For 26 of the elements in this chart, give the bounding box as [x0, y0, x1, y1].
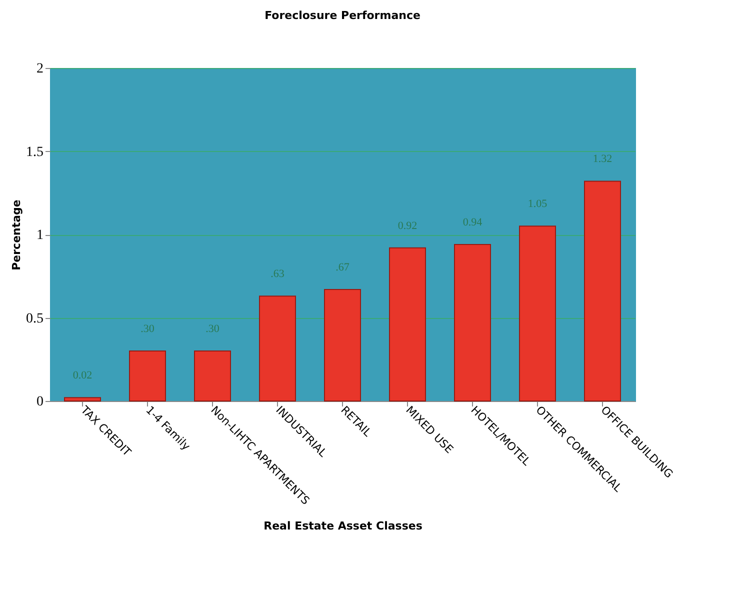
data-label: 1.05: [528, 198, 548, 210]
bar: [584, 180, 621, 402]
bar: [194, 350, 231, 402]
bar: [324, 288, 361, 402]
y-tick-label: 1: [36, 228, 44, 243]
bar: [454, 244, 491, 402]
data-label: 0.92: [398, 220, 418, 232]
chart-title: Foreclosure Performance: [264, 9, 420, 22]
bar: [259, 296, 296, 402]
y-tick-label: 0.5: [26, 311, 44, 326]
data-label: .67: [336, 261, 350, 274]
data-label: .30: [206, 323, 220, 336]
y-axis-title: Percentage: [10, 200, 23, 270]
bar: [129, 350, 166, 402]
bar: [64, 397, 101, 402]
y-tick-label: 2: [36, 62, 44, 76]
data-label: 0.94: [462, 216, 483, 228]
bar: [519, 226, 556, 402]
data-label: .30: [140, 323, 155, 336]
x-axis-title: Real Estate Asset Classes: [264, 520, 423, 533]
data-label: 1.32: [592, 153, 612, 166]
y-tick-label: 1.5: [26, 144, 44, 160]
data-label: .63: [270, 268, 285, 280]
y-tick-label: 0: [36, 394, 44, 410]
data-label: 0.02: [72, 370, 92, 382]
bar: [389, 247, 426, 402]
